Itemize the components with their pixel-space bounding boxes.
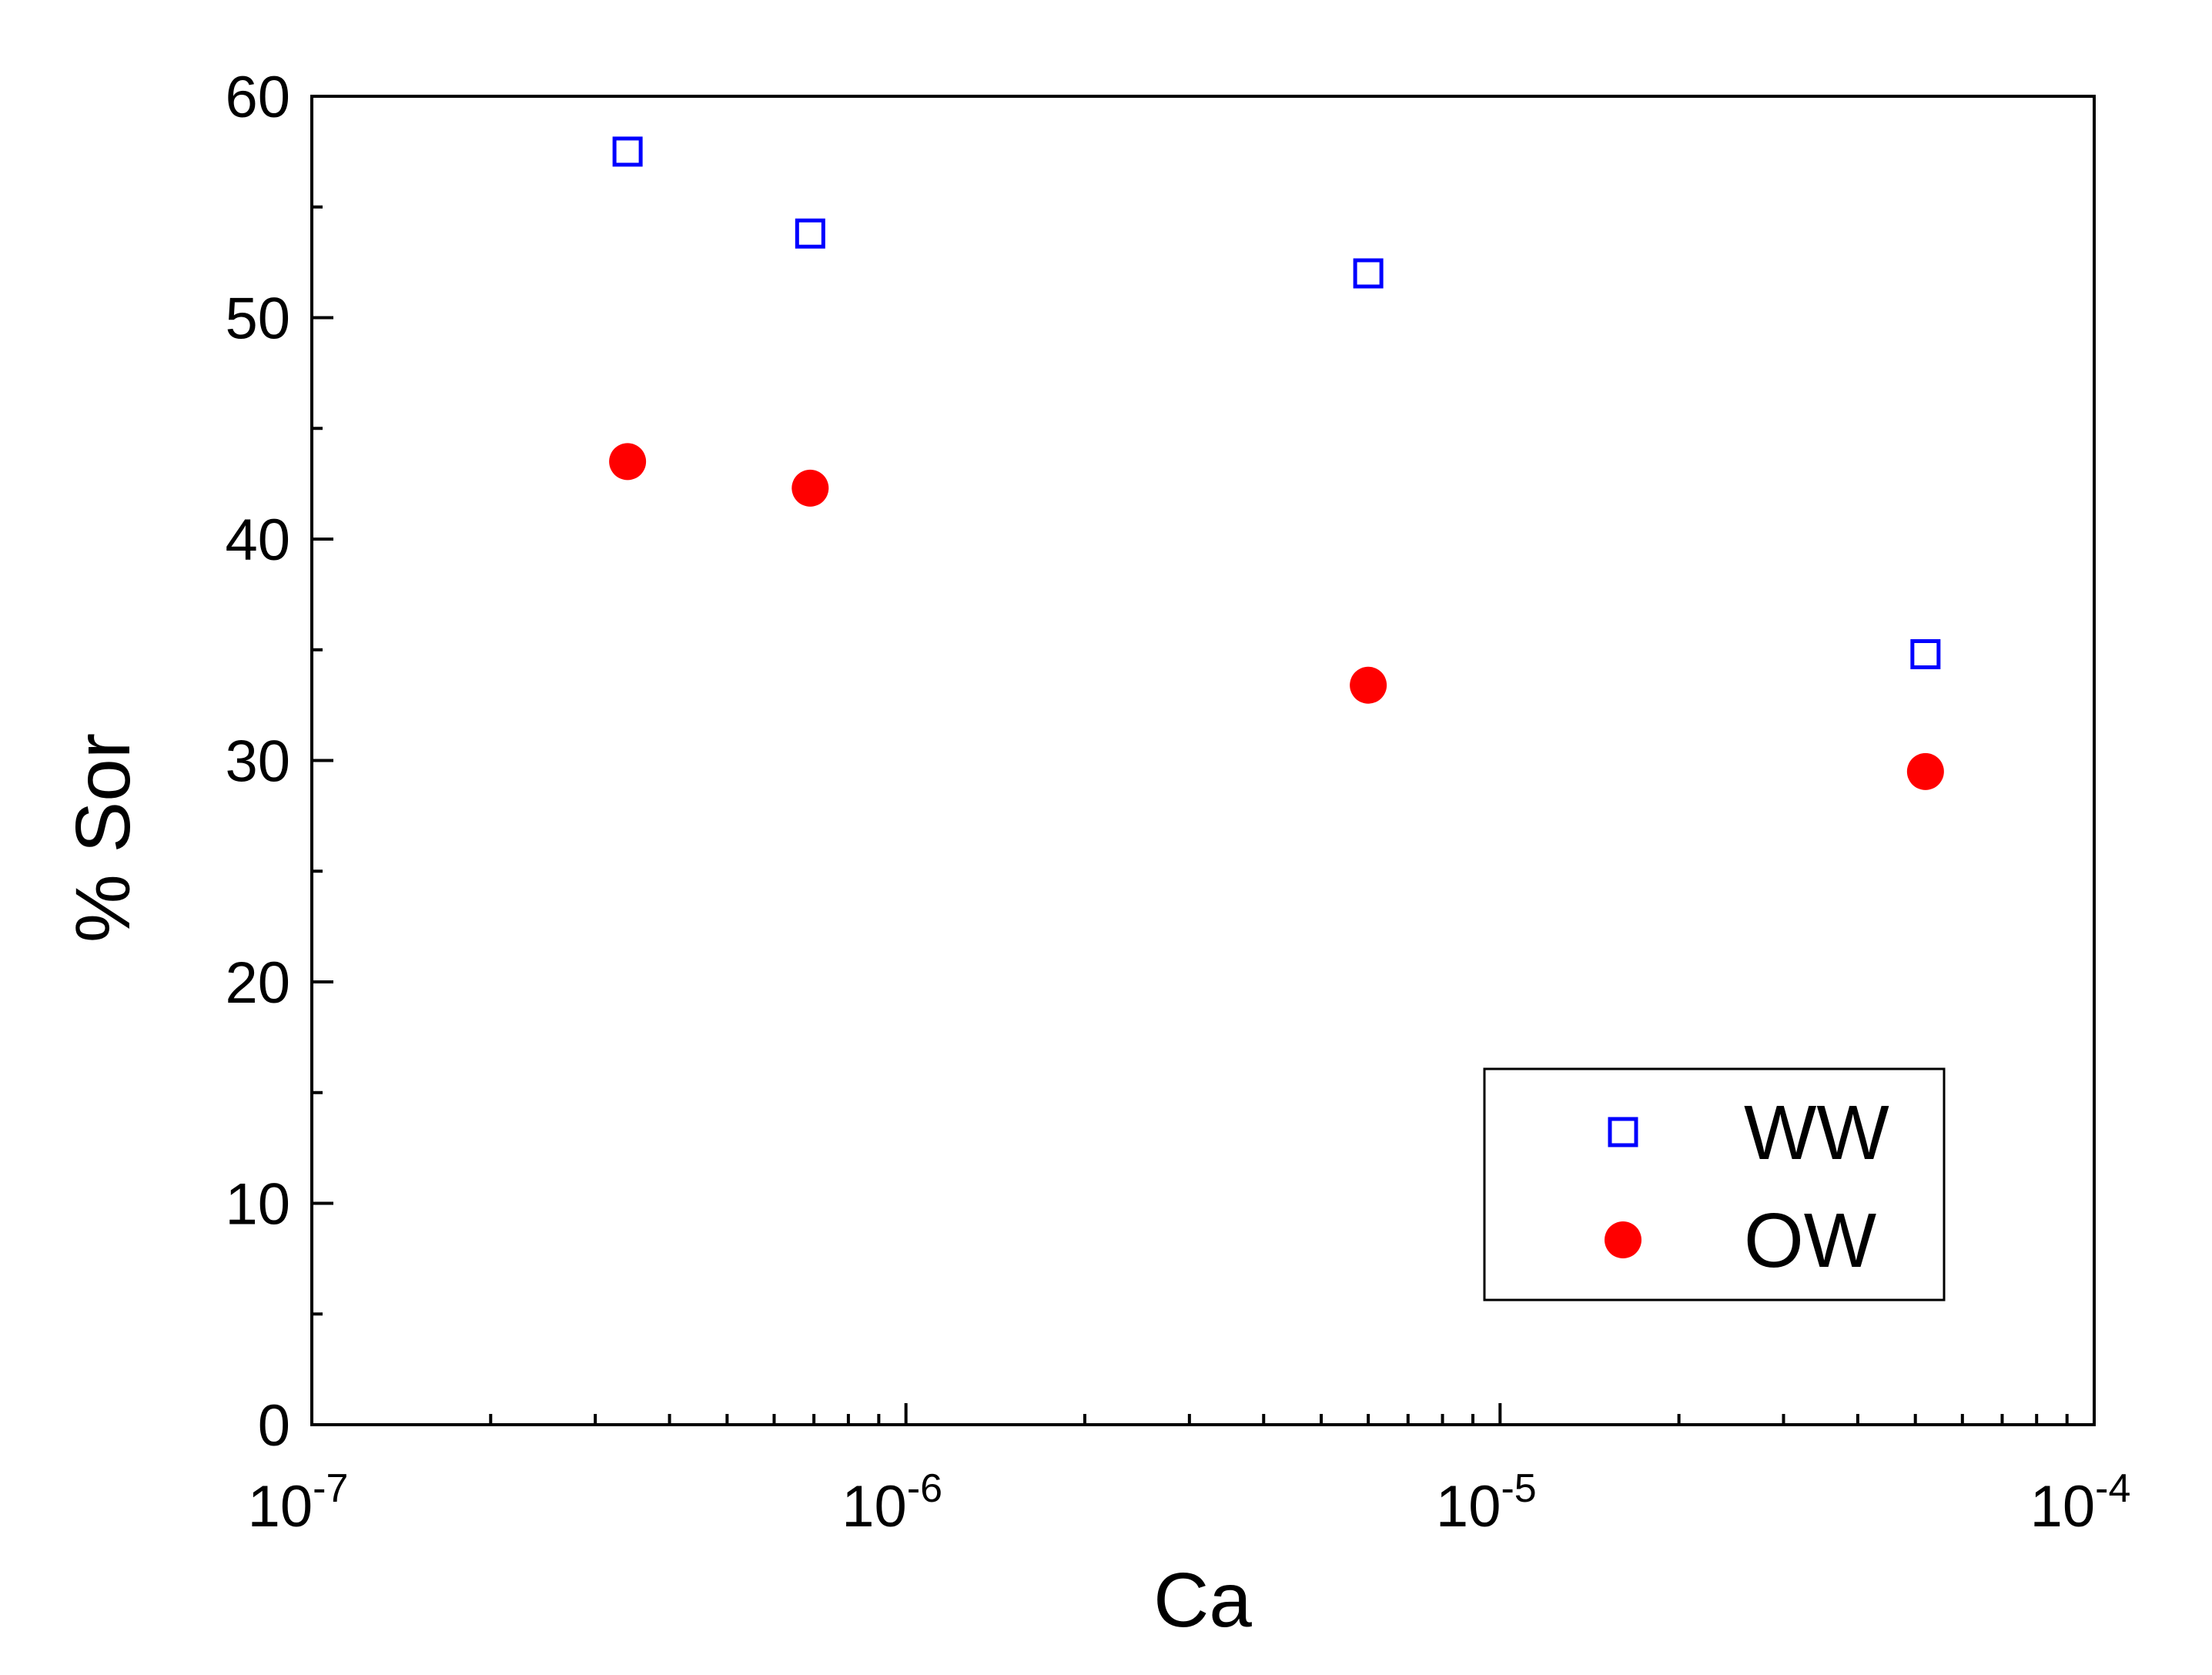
data-point-ww — [1910, 639, 1941, 669]
y-minor-ticks — [312, 205, 323, 1316]
data-point-ww — [612, 136, 643, 167]
y-tick-labels: 0 10 20 30 40 50 60 — [225, 65, 290, 1459]
y-tick-label: 40 — [225, 508, 290, 573]
data-point-ow — [1350, 666, 1387, 704]
x-tick-label: 10-6 — [842, 1466, 942, 1539]
x-axis-title: Ca — [1153, 1557, 1252, 1643]
x-tick-label: 10-5 — [1436, 1466, 1537, 1539]
legend-box — [1483, 1067, 1946, 1301]
data-point-ow — [791, 469, 829, 507]
legend-marker-ow — [1605, 1221, 1641, 1258]
y-tick-label: 50 — [225, 286, 290, 352]
data-point-ow — [1906, 752, 1944, 790]
legend-label-ow: OW — [1744, 1198, 1877, 1284]
legend-markers — [1605, 1117, 1641, 1258]
data-point-ww — [795, 218, 825, 249]
x-tick-label: 10-4 — [2030, 1466, 2131, 1539]
y-tick-label: 60 — [225, 65, 290, 130]
series-points — [609, 136, 1944, 790]
y-tick-label: 30 — [225, 729, 290, 795]
legend-marker-ww — [1608, 1117, 1638, 1147]
x-major-ticks — [310, 1403, 2096, 1425]
y-tick-label: 0 — [258, 1393, 290, 1459]
y-major-ticks — [312, 95, 333, 1426]
y-axis-title: % Sor — [60, 733, 146, 943]
y-tick-label: 10 — [225, 1172, 290, 1238]
legend-label-ww: WW — [1744, 1090, 1889, 1176]
data-point-ow — [609, 443, 647, 481]
y-tick-label: 20 — [225, 950, 290, 1016]
x-minor-ticks — [489, 1414, 2069, 1425]
x-tick-labels: 10-7 10-6 10-5 10-4 — [248, 1466, 2131, 1539]
data-point-ww — [1353, 258, 1384, 289]
plot-area: 10-7 10-6 10-5 10-4 0 10 20 30 40 50 60 — [225, 65, 2130, 1539]
x-tick-label: 10-7 — [248, 1466, 349, 1539]
legend: WW OW — [1483, 1067, 1946, 1301]
